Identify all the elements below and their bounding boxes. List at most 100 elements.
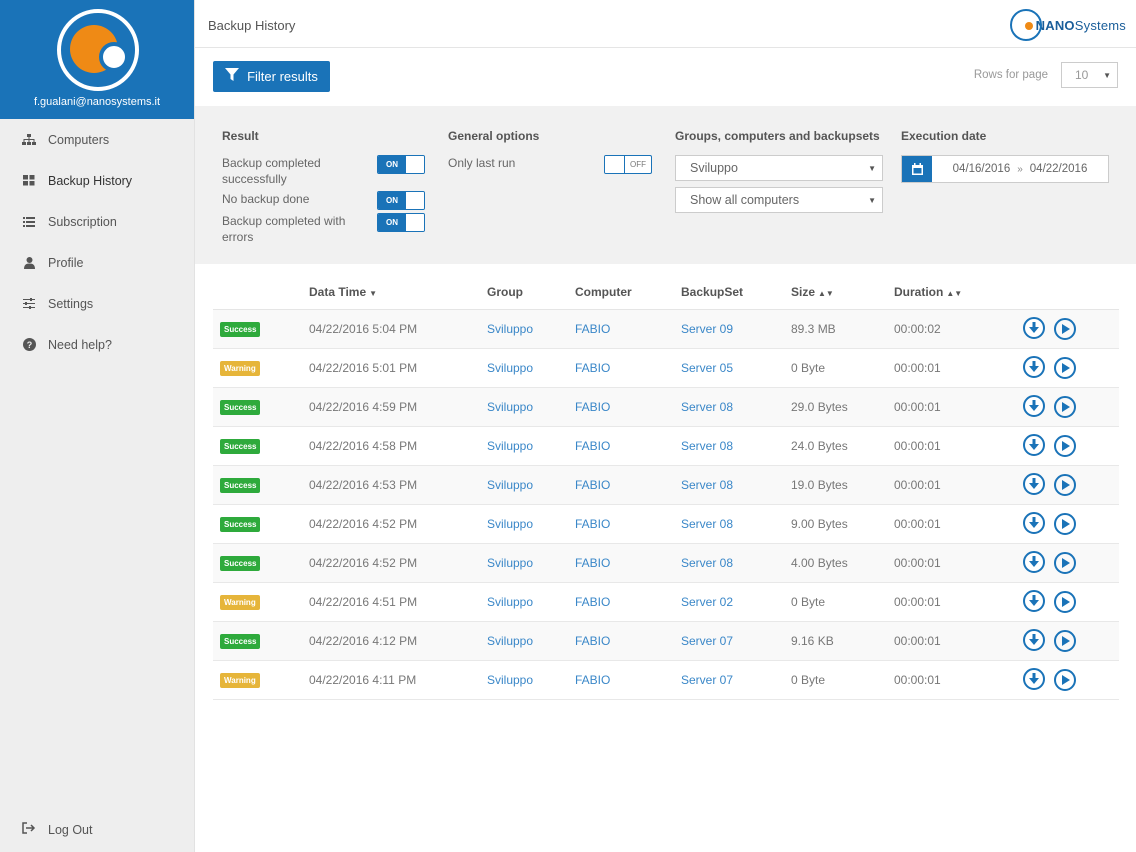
- download-icon[interactable]: [1023, 668, 1045, 690]
- filter-icon: [225, 68, 240, 85]
- computer-link[interactable]: FABIO: [575, 633, 611, 648]
- download-icon[interactable]: [1023, 356, 1045, 378]
- filter-panel: Result Backup completed successfully ON …: [195, 106, 1136, 264]
- computer-link[interactable]: FABIO: [575, 672, 611, 687]
- user-box: f.gualani@nanosystems.it: [0, 0, 194, 119]
- download-icon[interactable]: [1023, 434, 1045, 456]
- errors-toggle[interactable]: ON: [377, 213, 425, 232]
- backupset-link[interactable]: Server 05: [681, 360, 734, 375]
- play-icon[interactable]: [1054, 669, 1076, 691]
- backupset-link[interactable]: Server 07: [681, 633, 734, 648]
- backup-history-table: Data Time ▼ Group Computer BackupSet Size…: [213, 276, 1119, 700]
- download-icon[interactable]: [1023, 629, 1045, 651]
- play-icon[interactable]: [1054, 357, 1076, 379]
- logout-button[interactable]: Log Out: [22, 822, 92, 837]
- cell-size: 89.3 MB: [791, 309, 894, 349]
- group-link[interactable]: Sviluppo: [487, 438, 534, 453]
- download-icon[interactable]: [1023, 590, 1045, 612]
- play-icon[interactable]: [1054, 435, 1076, 457]
- download-icon[interactable]: [1023, 395, 1045, 417]
- column-header-size[interactable]: Size ▲▼: [791, 276, 894, 310]
- computer-link[interactable]: FABIO: [575, 594, 611, 609]
- computer-link[interactable]: FABIO: [575, 555, 611, 570]
- cell-datetime: 04/22/2016 5:01 PM: [309, 348, 487, 388]
- cell-datetime: 04/22/2016 4:52 PM: [309, 543, 487, 583]
- play-icon[interactable]: [1054, 396, 1076, 418]
- group-link[interactable]: Sviluppo: [487, 672, 534, 687]
- status-badge: Success: [220, 321, 261, 337]
- computer-link[interactable]: FABIO: [575, 477, 611, 492]
- sidebar-item-backup-history[interactable]: Backup History: [0, 160, 194, 201]
- backupset-link[interactable]: Server 08: [681, 555, 734, 570]
- computer-link[interactable]: FABIO: [575, 399, 611, 414]
- cell-duration: 00:00:01: [894, 660, 1002, 700]
- cell-datetime: 04/22/2016 4:11 PM: [309, 660, 487, 700]
- column-header-actions: [1002, 276, 1119, 310]
- download-icon[interactable]: [1023, 317, 1045, 339]
- group-link[interactable]: Sviluppo: [487, 321, 534, 336]
- group-link[interactable]: Sviluppo: [487, 477, 534, 492]
- play-icon[interactable]: [1054, 591, 1076, 613]
- brand-name: NANOSystems: [1035, 17, 1126, 33]
- sidebar-item-settings[interactable]: Settings: [0, 283, 194, 324]
- user-email: f.gualani@nanosystems.it: [33, 96, 161, 108]
- date-from[interactable]: 04/16/2016: [952, 163, 1011, 175]
- download-icon[interactable]: [1023, 512, 1045, 534]
- success-toggle[interactable]: ON: [377, 155, 425, 174]
- backupset-link[interactable]: Server 02: [681, 594, 734, 609]
- play-icon[interactable]: [1054, 630, 1076, 652]
- group-link[interactable]: Sviluppo: [487, 555, 534, 570]
- computer-link[interactable]: FABIO: [575, 516, 611, 531]
- sidebar-item-profile[interactable]: Profile: [0, 242, 194, 283]
- avatar[interactable]: [57, 9, 139, 91]
- download-icon[interactable]: [1023, 473, 1045, 495]
- sidebar-item-help[interactable]: ? Need help?: [0, 324, 194, 365]
- computer-select[interactable]: Show all computers ▼: [675, 187, 883, 213]
- toolbar: Filter results Rows for page 10 ▼: [195, 48, 1136, 106]
- backupset-link[interactable]: Server 08: [681, 438, 734, 453]
- group-link[interactable]: Sviluppo: [487, 633, 534, 648]
- group-link[interactable]: Sviluppo: [487, 594, 534, 609]
- sidebar-item-subscription[interactable]: Subscription: [0, 201, 194, 242]
- group-link[interactable]: Sviluppo: [487, 399, 534, 414]
- cell-datetime: 04/22/2016 4:59 PM: [309, 387, 487, 427]
- backupset-link[interactable]: Server 08: [681, 399, 734, 414]
- play-icon[interactable]: [1054, 474, 1076, 496]
- computer-link[interactable]: FABIO: [575, 321, 611, 336]
- sign-out-icon: [22, 822, 36, 837]
- play-icon[interactable]: [1054, 318, 1076, 340]
- logout-label: Log Out: [48, 822, 93, 837]
- calendar-icon[interactable]: [902, 156, 932, 182]
- group-link[interactable]: Sviluppo: [487, 516, 534, 531]
- column-header-duration[interactable]: Duration ▲▼: [894, 276, 1002, 310]
- result-option-errors: Backup completed with errors ON: [222, 213, 425, 249]
- backupset-link[interactable]: Server 08: [681, 516, 734, 531]
- last-run-toggle[interactable]: OFF: [604, 155, 652, 174]
- question-circle-icon: ?: [22, 338, 36, 352]
- date-to[interactable]: 04/22/2016: [1029, 163, 1088, 175]
- range-separator-icon: »: [1017, 163, 1023, 175]
- filter-results-button[interactable]: Filter results: [213, 61, 330, 92]
- download-icon[interactable]: [1023, 551, 1045, 573]
- status-badge: Warning: [220, 360, 260, 376]
- date-range-picker[interactable]: 04/16/2016 » 04/22/2016: [901, 155, 1109, 183]
- computer-link[interactable]: FABIO: [575, 438, 611, 453]
- status-badge: Success: [220, 438, 261, 454]
- play-icon[interactable]: [1054, 513, 1076, 535]
- group-select[interactable]: Sviluppo ▼: [675, 155, 883, 181]
- play-icon[interactable]: [1054, 552, 1076, 574]
- computer-link[interactable]: FABIO: [575, 360, 611, 375]
- sidebar-item-label: Need help?: [48, 337, 112, 352]
- user-icon: [22, 256, 36, 270]
- backupset-link[interactable]: Server 07: [681, 672, 734, 687]
- no-backup-toggle[interactable]: ON: [377, 191, 425, 210]
- cell-datetime: 04/22/2016 4:51 PM: [309, 582, 487, 622]
- table-row: Warning 04/22/2016 5:01 PM Sviluppo FABIO Se…: [213, 348, 1119, 388]
- rows-per-page-select[interactable]: 10 ▼: [1061, 62, 1118, 88]
- backupset-link[interactable]: Server 09: [681, 321, 734, 336]
- column-header-datetime[interactable]: Data Time ▼: [309, 276, 487, 310]
- sidebar-item-computers[interactable]: Computers: [0, 119, 194, 160]
- backupset-link[interactable]: Server 08: [681, 477, 734, 492]
- result-option-no-backup: No backup done ON: [222, 191, 425, 213]
- group-link[interactable]: Sviluppo: [487, 360, 534, 375]
